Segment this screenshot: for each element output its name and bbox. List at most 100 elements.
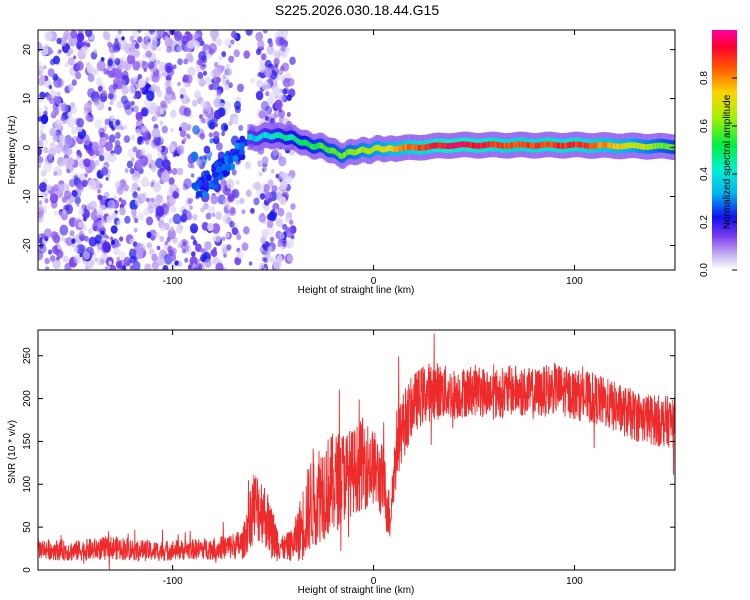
spectrogram-noise-blob (145, 132, 151, 139)
spectrogram-tone-core (469, 142, 474, 148)
spectrogram-noise-blob (46, 93, 52, 101)
spectrogram-noise-blob (102, 31, 107, 37)
spectrogram-noise-blob (273, 58, 280, 66)
spectrogram-noise-blob (236, 234, 242, 241)
spectrogram-noise-blob (273, 112, 278, 119)
spectrogram-noise-blob (225, 63, 230, 69)
spectrogram-tone-core (368, 148, 372, 155)
spectrogram-noise-blob (116, 256, 121, 262)
spectrogram-noise-blob (255, 90, 264, 101)
spectrogram-noise-blob (44, 31, 53, 42)
spectrogram-noise-blob (182, 241, 187, 247)
spectrogram-tone-core (404, 144, 408, 151)
spectrogram-noise-blob (177, 81, 181, 87)
spectrogram-noise-blob (81, 45, 89, 55)
spectrogram-noise-blob (241, 209, 246, 215)
spectrogram-noise-blob (259, 193, 266, 200)
spectrogram-noise-blob (187, 162, 193, 169)
spectrogram-tone-core (366, 148, 371, 155)
spectrogram-tone-core (498, 142, 503, 149)
spectrogram-noise-blob (87, 179, 97, 190)
spectrogram-noise-blob (114, 181, 122, 190)
spectrogram-tone-core (639, 143, 644, 150)
spectrogram-tone-core (623, 143, 627, 149)
spectrogram-noise-blob (176, 45, 182, 53)
spectrogram-noise-blob (261, 229, 269, 239)
spectrogram-noise-blob (112, 41, 121, 53)
spectrogram-noise-blob (227, 193, 235, 203)
spectrogram-noise-blob (205, 174, 212, 182)
spectrogram-tone-core (298, 139, 302, 145)
spectrogram-noise-blob (178, 241, 182, 246)
spectrogram-tone-core (307, 140, 311, 147)
spectrogram-noise-blob (106, 215, 112, 223)
spectrogram-tone-core (665, 143, 669, 150)
spectrogram-noise-blob (120, 95, 128, 105)
spectrogram-noise-blob (223, 253, 227, 258)
spectrogram-tone-core (632, 142, 636, 149)
spectrogram-noise-blob (127, 148, 135, 158)
spectrogram-tone-core (518, 141, 522, 148)
spectrogram-tone-core (656, 142, 660, 149)
spectrogram-noise-blob (96, 188, 102, 194)
spectrogram-noise-blob (183, 178, 192, 190)
spectrogram-noise-blob (66, 117, 76, 128)
spectrogram-noise-blob (268, 41, 274, 48)
spectrogram-noise-blob (133, 105, 139, 113)
spectrogram-noise-blob (96, 100, 105, 111)
snr-y-tick-label: 150 (22, 433, 33, 450)
spectrogram-tone-core (330, 147, 334, 154)
spectrogram-noise-blob (151, 261, 159, 270)
spectrogram-noise-blob (38, 207, 44, 219)
spectrogram-noise-blob (188, 264, 192, 270)
spectrogram-tone-core (435, 142, 439, 149)
spectrogram-noise-blob (71, 126, 78, 135)
spectrogram-noise-blob (267, 179, 274, 188)
spectrogram-noise-blob (101, 259, 105, 265)
spectrogram-tone-core (621, 143, 626, 150)
spectrogram-noise-blob (282, 88, 288, 95)
spectrogram-noise-blob (272, 49, 280, 59)
spectrogram-noise-blob (250, 77, 256, 84)
spectrogram-noise-blob (257, 160, 263, 168)
spectrogram-noise-blob (170, 263, 176, 270)
spectrogram-noise-blob (60, 115, 65, 122)
spectrogram-tone-core (520, 141, 524, 148)
spectrogram-noise-blob (44, 257, 50, 265)
spectrogram-tone-core (545, 141, 550, 148)
spectrogram-tone-core (616, 143, 620, 150)
colorbar-gradient (712, 30, 737, 270)
spectrogram-noise-blob (187, 40, 195, 49)
spectrogram-tone-core (325, 146, 329, 153)
spectrogram-noise-blob (173, 30, 183, 41)
spectrogram-noise-blob (212, 130, 220, 140)
spectrogram-noise-blob (54, 96, 62, 106)
spectrogram-noise-blob (59, 36, 67, 47)
spectrogram-noise-blob (215, 262, 224, 270)
spectrogram-noise-blob (81, 204, 86, 210)
spectrogram-tone-core (363, 146, 367, 153)
spectrogram-noise-blob (267, 245, 273, 253)
spectrogram-tone-core (480, 142, 484, 149)
spectrogram-noise-blob (52, 259, 61, 270)
spectrogram-noise-blob (54, 119, 62, 129)
spectrogram-noise-blob (267, 79, 272, 84)
spectrogram-noise-blob (99, 155, 105, 162)
spectrogram-tone-core (364, 147, 369, 154)
colorbar-ticks: 0.0 0.2 0.4 0.6 0.8 (699, 71, 737, 277)
spectrogram-noise-blob (73, 175, 79, 181)
spectrogram-tone-core (619, 143, 624, 150)
spectrogram-noise-blob (212, 177, 219, 185)
spectrogram-noise-blob (167, 228, 176, 240)
spectrogram-noise-blob (269, 236, 275, 243)
spectrogram-tone-core (256, 135, 260, 142)
spectrogram-tone-core (580, 141, 584, 148)
spectrogram-noise-blob (111, 239, 116, 245)
spectrogram-tone-core (252, 135, 257, 142)
spectrogram-tone-core (629, 142, 633, 149)
spectrogram-noise-blob (166, 195, 170, 200)
spectrogram-noise-blob (191, 99, 198, 107)
spectrogram-noise-blob (290, 203, 296, 210)
spectrogram-noise-blob (71, 79, 77, 86)
spectrogram-noise-blob (275, 173, 280, 179)
